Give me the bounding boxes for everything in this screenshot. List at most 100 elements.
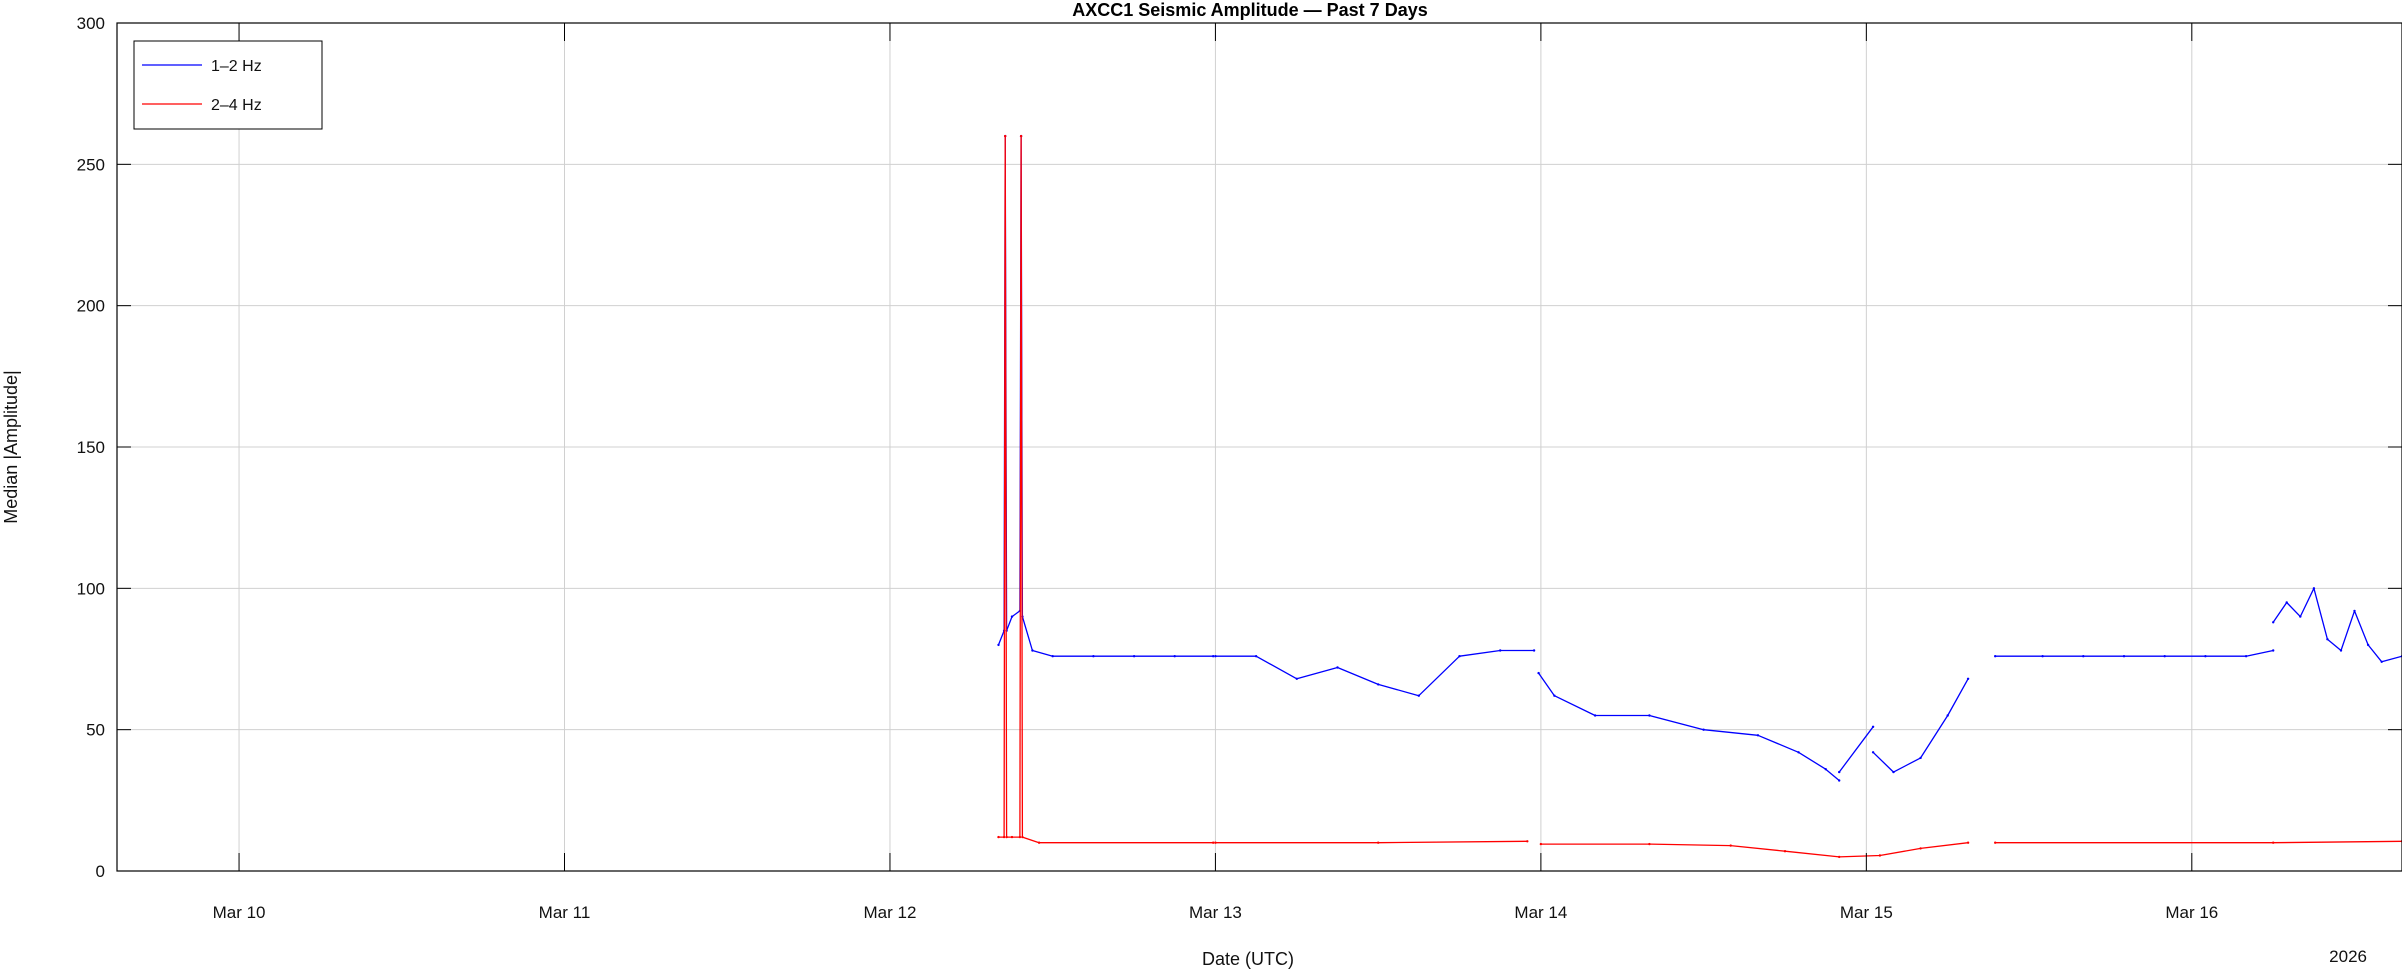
series-1-2hz-point (1377, 683, 1380, 686)
series-2-4hz-point (1005, 835, 1008, 839)
series-1-2hz-point (1417, 694, 1421, 697)
series-1-2hz-point (1797, 751, 1800, 754)
x-tick-label: Mar 12 (864, 903, 917, 922)
series-1-2hz-point (2339, 649, 2343, 652)
series-2-4hz-point (1010, 835, 1014, 839)
series-1-2hz-point (1295, 677, 1299, 680)
series-2-4hz-point (1377, 841, 1380, 844)
series-1-2hz-point (1212, 655, 1215, 658)
series-1-2hz-point (2244, 655, 2248, 658)
series-1-2hz-point (1010, 615, 1014, 618)
series-2-4hz-point (1018, 835, 1022, 839)
y-axis-ticks: 0 50 100 150 200 250 300 (77, 14, 2402, 881)
series-1-2hz-point (1499, 649, 1502, 652)
series-1-2hz-point (1966, 677, 1970, 680)
series-2-4hz-point (1214, 841, 1217, 844)
series-1-2hz-line (1995, 649, 2274, 657)
series-1-2hz-point (1031, 649, 1034, 652)
series-1-2hz-point (1756, 734, 1760, 737)
y-tick-label: 250 (77, 155, 105, 174)
series-2-4hz-point (1539, 842, 1543, 846)
series-1-2hz-point (2353, 609, 2356, 613)
series-1-2hz-point (1051, 655, 1054, 658)
series-1-2hz-line (2272, 587, 2402, 663)
series-2-4hz-point (1729, 844, 1732, 847)
series-1-2hz-point (2272, 621, 2275, 624)
series-1-2hz-point (1838, 779, 1841, 782)
series-1-2hz-point (1336, 666, 1339, 669)
x-tick-label: Mar 14 (1514, 903, 1567, 922)
series-2-4hz-line (998, 135, 1214, 844)
series-2-4hz-point (2272, 841, 2275, 844)
series-1-2hz-point (1553, 694, 1556, 697)
series-1-2hz-point (2312, 587, 2316, 590)
series-2-4hz-point (1838, 855, 1841, 859)
series-1-2hz-point (1702, 728, 1705, 731)
series-1-2hz-point (2163, 655, 2166, 658)
x-tick-label: Mar 13 (1189, 903, 1242, 922)
series-1-2hz-point (1173, 655, 1176, 658)
grid (117, 23, 2402, 871)
series-1-2hz-point (2082, 655, 2085, 658)
series-1-2hz-point (1892, 770, 1895, 774)
legend: 1–2 Hz 2–4 Hz (133, 40, 323, 130)
plot-lines (997, 134, 2402, 859)
series-2-4hz-point (1019, 134, 1023, 138)
series-1-2hz-point (1994, 655, 1997, 658)
series-2-4hz-point (997, 835, 1000, 839)
series-1-2hz-point (2041, 655, 2044, 658)
series-2-4hz-point (1648, 842, 1651, 846)
series-1-2hz-point (1593, 714, 1597, 717)
y-tick-label: 300 (77, 14, 105, 33)
series-1-2hz-point (1092, 655, 1095, 658)
series-1-2hz-point (1871, 725, 1875, 728)
series-1-2hz-point (1919, 756, 1922, 760)
series-1-2hz-point (1838, 770, 1841, 774)
series-1-2hz-point (1648, 714, 1651, 717)
series-1-2hz-point (1132, 655, 1136, 658)
series-2-4hz-point (1004, 134, 1007, 138)
series-1-2hz-point (2380, 660, 2383, 663)
series-1-2hz-point (2366, 643, 2370, 647)
series-2-4hz-point (1037, 841, 1041, 844)
series-1-2hz-point (2326, 638, 2329, 641)
series-1-2hz-point (997, 643, 1000, 647)
series-1-2hz-line (1838, 726, 1874, 773)
x-tick-label: Mar 11 (539, 903, 591, 922)
y-tick-label: 200 (77, 297, 105, 316)
y-tick-label: 0 (96, 862, 105, 881)
x-axis-ticks: Mar 10 Mar 11 Mar 12 Mar 13 Mar 14 Mar 15 Mar … (213, 23, 2218, 922)
series-2-4hz-point (1994, 841, 1997, 844)
series-2-4hz-point (1002, 835, 1006, 839)
series-2-4hz-point (1966, 841, 1970, 844)
series-1-2hz-point (1871, 751, 1875, 754)
series-1-2hz-point (2285, 601, 2288, 604)
legend-label-1-2hz: 1–2 Hz (211, 58, 262, 75)
x-tick-label: Mar 10 (213, 903, 266, 922)
series-1-2hz-point (1532, 649, 1536, 652)
x-tick-label: Mar 15 (1840, 903, 1893, 922)
legend-box (133, 40, 323, 130)
x-tick-label: Mar 16 (2165, 903, 2218, 922)
series-1-2hz-point (1537, 671, 1540, 675)
series-2-4hz-line (1540, 842, 1969, 858)
y-axis-label: Median |Amplitude| (1, 370, 21, 523)
series-2-4hz-point (1783, 850, 1787, 853)
series-2-4hz-point (1878, 854, 1882, 857)
series-2-4hz-point (1526, 840, 1529, 843)
series-2-4hz-point (1919, 847, 1922, 850)
series-1-2hz-point (1214, 655, 1217, 658)
series-1-2hz-point (1946, 714, 1949, 717)
series-1-2hz-point (2272, 649, 2275, 652)
series-1-2hz-point (1254, 655, 1258, 658)
series-1-2hz-point (1824, 768, 1827, 771)
series-1-2hz-point (1458, 655, 1461, 658)
legend-label-2-4hz: 2–4 Hz (211, 97, 262, 114)
series-2-4hz-point (1021, 835, 1024, 839)
series-2-4hz-point (1212, 841, 1215, 844)
series-1-2hz-point (2122, 655, 2126, 658)
y-tick-label: 50 (86, 721, 105, 740)
y-tick-label: 100 (77, 579, 105, 598)
